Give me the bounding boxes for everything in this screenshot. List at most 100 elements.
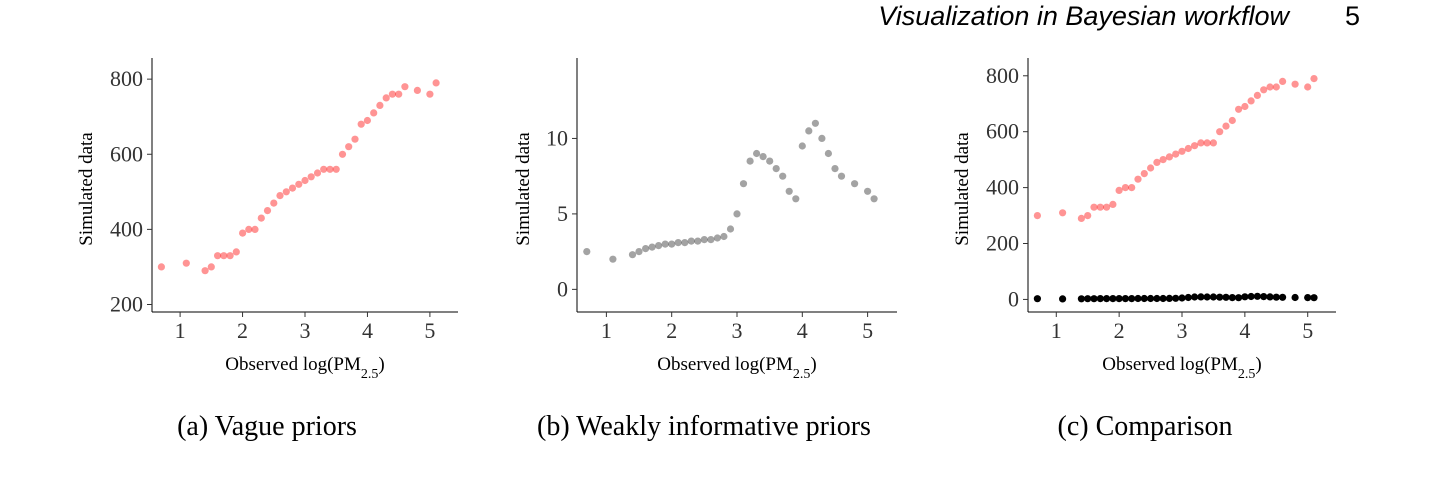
- x-tick-label: 5: [424, 318, 435, 343]
- data-point: [1159, 156, 1167, 164]
- data-point: [257, 214, 265, 222]
- data-point: [1077, 214, 1085, 222]
- data-point: [1184, 144, 1192, 153]
- data-point: [251, 225, 259, 233]
- data-point: [837, 172, 846, 180]
- data-point: [307, 173, 315, 181]
- data-point: [1235, 105, 1243, 113]
- data-point: [1128, 295, 1136, 303]
- data-point: [1279, 293, 1287, 301]
- data-point: [864, 187, 872, 195]
- data-point: [779, 172, 787, 180]
- data-point: [726, 225, 735, 233]
- data-point: [226, 252, 234, 260]
- data-point: [681, 239, 689, 247]
- chart-panel-2: 1 2 3 4 5 0 5 10 Observed log(PM2.5) Simulated da…: [513, 58, 897, 442]
- x-tick-label: 3: [300, 318, 311, 343]
- data-point: [792, 195, 800, 203]
- data-point: [345, 143, 353, 151]
- data-point: [1140, 294, 1148, 303]
- y-tick-label: 600: [110, 141, 143, 166]
- data-point: [1203, 293, 1211, 301]
- data-point: [694, 237, 702, 245]
- x-tick-label: 1: [1051, 318, 1062, 343]
- x-tick-label: 4: [1239, 318, 1250, 343]
- data-point: [263, 207, 272, 215]
- data-point: [1253, 91, 1261, 99]
- data-point: [1209, 139, 1217, 147]
- data-point: [1191, 293, 1199, 301]
- data-point: [1253, 292, 1261, 300]
- data-point: [1134, 294, 1142, 303]
- data-point: [214, 252, 222, 260]
- x-tick-label: 4: [362, 318, 373, 343]
- data-point: [1134, 175, 1142, 183]
- data-point: [1090, 295, 1098, 303]
- x-axis-label: Observed log(PM2.5): [1102, 354, 1261, 382]
- data-point: [1096, 203, 1104, 211]
- data-point: [1159, 294, 1167, 303]
- panel-caption: (c) Comparison: [1058, 411, 1233, 442]
- data-point: [1090, 203, 1098, 211]
- data-point: [201, 267, 209, 275]
- y-tick-label: 200: [986, 231, 1019, 256]
- data-point: [207, 263, 215, 271]
- data-point: [1310, 294, 1318, 302]
- data-point: [818, 134, 826, 142]
- data-point: [1121, 184, 1129, 192]
- x-tick-label: 5: [1302, 318, 1313, 343]
- data-point: [1266, 83, 1274, 91]
- y-tick-label: 400: [110, 216, 143, 241]
- data-point: [648, 243, 656, 251]
- data-point: [635, 248, 643, 256]
- data-point: [851, 180, 859, 188]
- data-point: [395, 90, 403, 98]
- data-point: [655, 242, 663, 250]
- chart-panel-3: 1 2 3 4 5 0 200 400 600 800 Observed log(PM2.5) Sim…: [952, 58, 1336, 442]
- y-tick-label: 800: [110, 66, 143, 91]
- x-axis-label: Observed log(PM2.5): [225, 354, 384, 382]
- data-point: [1216, 128, 1224, 136]
- y-tick-label: 600: [986, 119, 1019, 144]
- data-point: [270, 199, 278, 207]
- data-point: [1197, 293, 1205, 301]
- data-point: [766, 157, 774, 165]
- data-point: [1203, 139, 1211, 147]
- data-point: [1109, 200, 1117, 208]
- x-tick-label: 1: [601, 318, 612, 343]
- data-point: [733, 210, 741, 218]
- data-point: [288, 184, 297, 192]
- data-point: [1247, 292, 1255, 301]
- data-point: [1121, 295, 1129, 303]
- data-point: [413, 86, 421, 94]
- y-tick-label: 400: [986, 175, 1019, 200]
- y-axis-label: Simulated data: [76, 132, 97, 246]
- panel-caption: (a) Vague priors: [177, 411, 357, 442]
- data-point: [1109, 295, 1117, 303]
- data-point: [432, 79, 440, 87]
- data-point: [245, 225, 253, 233]
- data-point: [401, 83, 409, 91]
- data-point: [1222, 293, 1230, 301]
- data-point: [276, 192, 284, 200]
- data-point: [798, 142, 806, 150]
- y-axis-label: Simulated data: [513, 132, 534, 246]
- data-point: [1272, 83, 1280, 91]
- data-point: [1241, 293, 1249, 301]
- panel-caption: (b) Weakly informative priors: [537, 411, 871, 442]
- data-point: [370, 109, 378, 117]
- x-axis-label: Observed log(PM2.5): [657, 354, 816, 382]
- data-point: [1279, 77, 1287, 85]
- data-point: [1178, 294, 1186, 302]
- data-point: [831, 165, 839, 173]
- data-point: [628, 251, 637, 259]
- x-tick-label: 3: [732, 318, 743, 343]
- y-tick-label: 5: [557, 201, 568, 226]
- data-point: [220, 252, 228, 260]
- data-point: [1216, 293, 1224, 301]
- data-point: [1172, 294, 1180, 302]
- y-tick-label: 0: [557, 276, 568, 301]
- data-point: [1115, 186, 1123, 194]
- data-point: [1266, 293, 1274, 301]
- data-point: [326, 165, 334, 173]
